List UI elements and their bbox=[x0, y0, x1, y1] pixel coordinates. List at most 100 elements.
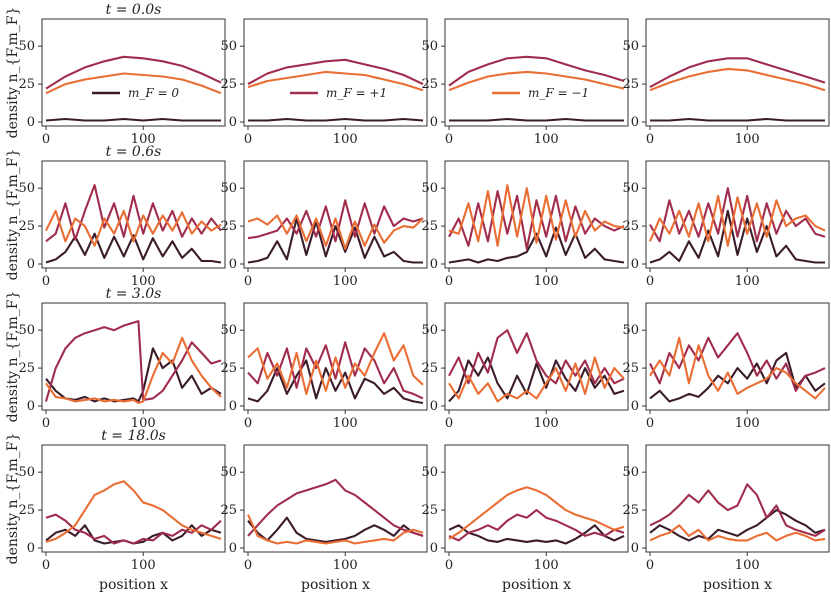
series-line-mf-minus1 bbox=[448, 184, 625, 247]
y-tick-label: 50 bbox=[421, 323, 438, 338]
series-line-mf-plus1 bbox=[448, 329, 625, 385]
series-line-mf-0 bbox=[650, 117, 825, 122]
legend-entry-2: m_F = −1 bbox=[492, 86, 589, 100]
panel-frame bbox=[243, 18, 428, 127]
row-title: t = 0.0s bbox=[106, 2, 162, 18]
series-line-mf-0 bbox=[247, 217, 423, 264]
series-line-mf-0 bbox=[649, 509, 826, 542]
row-title: t = 18.0s bbox=[101, 428, 166, 444]
y-tick-label: 0 bbox=[229, 541, 237, 556]
x-tick-label: 100 bbox=[735, 558, 760, 573]
series-line-mf-0 bbox=[448, 356, 625, 403]
panel-r3-c1: 0 25 50 0 100 bbox=[220, 444, 428, 573]
legend-entry-1: m_F = +1 bbox=[290, 86, 387, 100]
y-tick-label: 0 bbox=[430, 257, 438, 272]
y-tick-label: 50 bbox=[421, 181, 438, 196]
y-tick-label: 25 bbox=[18, 503, 35, 518]
panel-frame bbox=[41, 160, 226, 269]
series-line-mf-minus1 bbox=[45, 72, 222, 95]
x-tick-label: 0 bbox=[244, 416, 252, 431]
panel-r1-c1: 0 25 50 0 100 bbox=[220, 160, 428, 289]
series-line-mf-minus1 bbox=[448, 356, 625, 403]
y-tick-label: 0 bbox=[27, 257, 35, 272]
series-line-mf-plus1 bbox=[649, 187, 826, 243]
panel-r1-c2: 0 25 50 0 100 bbox=[421, 160, 629, 289]
row-title: t = 3.0s bbox=[106, 286, 162, 302]
y-tick-label: 25 bbox=[220, 77, 237, 92]
panel-r0-c0: 0 25 50 0 100 bbox=[18, 18, 226, 147]
series-line-mf-plus1 bbox=[247, 58, 424, 86]
x-tick-label: 100 bbox=[735, 132, 760, 147]
series-line-mf-plus1 bbox=[448, 55, 625, 87]
x-tick-label: 0 bbox=[42, 132, 50, 147]
series-line-mf-plus1 bbox=[649, 483, 826, 537]
y-tick-label: 50 bbox=[220, 323, 237, 338]
x-tick-label: 100 bbox=[333, 558, 358, 573]
x-axis-label: position x bbox=[99, 577, 168, 593]
series-line-mf-0 bbox=[45, 117, 221, 122]
y-tick-label: 50 bbox=[622, 39, 639, 54]
series-line-mf-plus1 bbox=[247, 199, 424, 243]
y-tick-label: 50 bbox=[622, 465, 639, 480]
y-tick-label: 25 bbox=[421, 77, 438, 92]
x-tick-label: 100 bbox=[735, 274, 760, 289]
series-line-mf-0 bbox=[248, 117, 424, 122]
x-tick-label: 100 bbox=[333, 416, 358, 431]
x-tick-label: 0 bbox=[646, 132, 654, 147]
series-line-mf-plus1 bbox=[247, 478, 424, 537]
series-line-mf-minus1 bbox=[649, 336, 826, 400]
y-tick-label: 50 bbox=[220, 181, 237, 196]
labels: t = 0.0s t = 0.6s t = 3.0s t = 18.0s density… bbox=[5, 2, 772, 593]
series-line-mf-minus1 bbox=[247, 214, 424, 250]
x-tick-label: 100 bbox=[534, 274, 559, 289]
panels: 0 25 50 0 100 0 25 50 0 100 0 25 50 0 100 0 25 50 0 100 0 25 5… bbox=[18, 18, 830, 573]
x-tick-label: 100 bbox=[534, 416, 559, 431]
panel-frame bbox=[645, 18, 830, 127]
panel-r0-c1: 0 25 50 0 100 bbox=[220, 18, 428, 147]
legend-entry-0: m_F = 0 bbox=[92, 86, 179, 100]
y-tick-label: 0 bbox=[27, 399, 35, 414]
y-tick-label: 0 bbox=[631, 541, 639, 556]
series-line-mf-plus1 bbox=[649, 57, 826, 89]
y-tick-label: 25 bbox=[421, 503, 438, 518]
series-line-mf-plus1 bbox=[649, 332, 826, 392]
y-tick-label: 50 bbox=[18, 39, 35, 54]
y-tick-label: 25 bbox=[18, 361, 35, 376]
y-tick-label: 0 bbox=[229, 257, 237, 272]
series-line-mf-minus1 bbox=[45, 336, 222, 405]
series-line-mf-minus1 bbox=[649, 524, 826, 542]
y-axis-label: density n_{F,m_F} bbox=[5, 149, 21, 281]
y-axis-label: density n_{F,m_F} bbox=[5, 7, 21, 139]
x-tick-label: 100 bbox=[534, 132, 559, 147]
x-tick-label: 0 bbox=[445, 416, 453, 431]
series-line-mf-plus1 bbox=[448, 509, 625, 542]
x-tick-label: 100 bbox=[131, 274, 156, 289]
x-tick-label: 0 bbox=[244, 132, 252, 147]
series-line-mf-minus1 bbox=[649, 194, 826, 247]
x-tick-label: 100 bbox=[131, 558, 156, 573]
x-axis-label: position x bbox=[703, 577, 772, 593]
y-tick-label: 50 bbox=[220, 39, 237, 54]
x-tick-label: 0 bbox=[445, 274, 453, 289]
y-tick-label: 50 bbox=[622, 323, 639, 338]
x-tick-label: 0 bbox=[445, 558, 453, 573]
panel-frame bbox=[243, 302, 428, 411]
y-tick-label: 25 bbox=[421, 361, 438, 376]
x-tick-label: 100 bbox=[333, 132, 358, 147]
panel-frame bbox=[444, 444, 629, 553]
x-tick-label: 0 bbox=[42, 558, 50, 573]
x-tick-label: 0 bbox=[244, 558, 252, 573]
panel-frame bbox=[444, 160, 629, 269]
panel-r2-c3: 0 25 50 0 100 bbox=[622, 302, 830, 431]
y-tick-label: 50 bbox=[18, 181, 35, 196]
y-tick-label: 25 bbox=[622, 503, 639, 518]
x-tick-label: 100 bbox=[735, 416, 760, 431]
x-axis-label: position x bbox=[301, 577, 370, 593]
panel-frame bbox=[243, 160, 428, 269]
y-axis-label: density n_{F,m_F} bbox=[5, 433, 21, 565]
panel-frame bbox=[645, 160, 830, 269]
y-tick-label: 25 bbox=[421, 219, 438, 234]
y-tick-label: 50 bbox=[421, 39, 438, 54]
y-tick-label: 25 bbox=[220, 503, 237, 518]
